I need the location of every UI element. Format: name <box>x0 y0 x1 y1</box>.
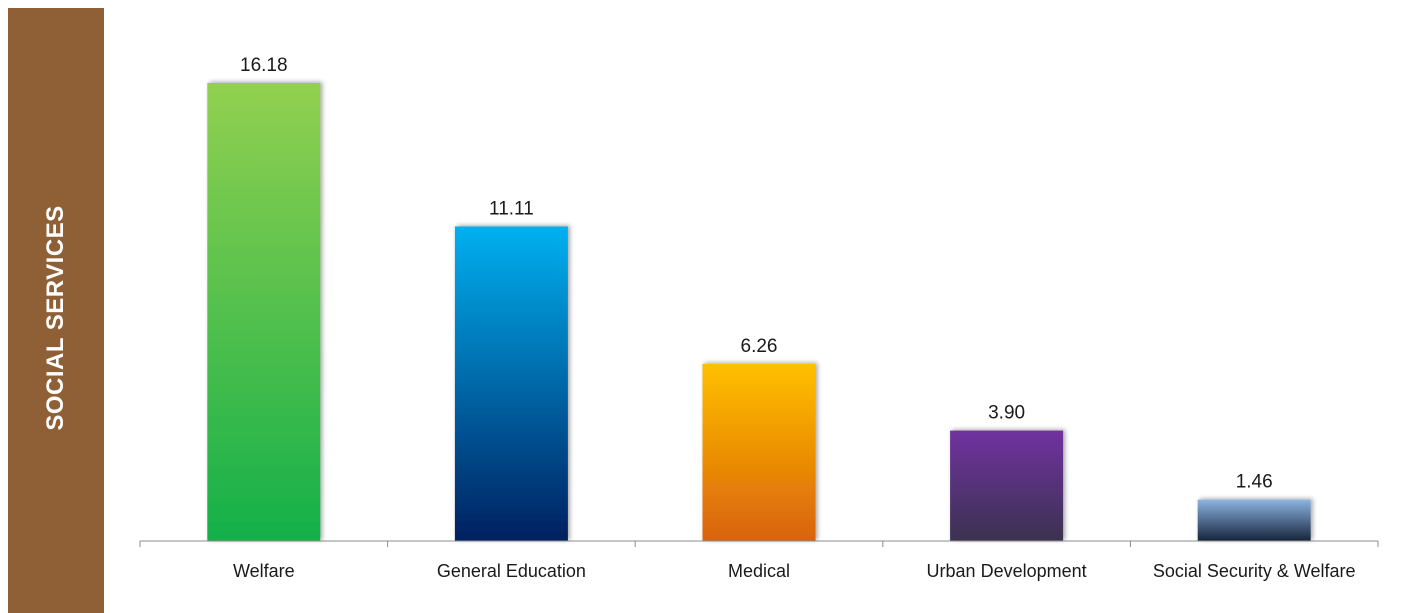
category-tick-label: Welfare <box>233 561 295 581</box>
bar-urban-development <box>950 430 1064 541</box>
data-label: 1.46 <box>1236 472 1273 493</box>
category-tick-label: Social Security & Welfare <box>1153 561 1356 581</box>
bar-general-education <box>454 226 568 541</box>
data-label: 3.90 <box>988 403 1025 424</box>
category-tick-label: General Education <box>437 561 586 581</box>
labels-layer: 16.18 Welfare 11.11 General Education 6.26 Me… <box>233 55 1356 581</box>
category-tick-label: Medical <box>728 561 790 581</box>
data-label: 6.26 <box>741 336 778 357</box>
category-tick-label: Urban Development <box>927 561 1087 581</box>
data-label: 11.11 <box>489 199 534 220</box>
bar-welfare <box>207 83 321 541</box>
bars-layer <box>207 83 1311 541</box>
bar-social-security-welfare <box>1197 499 1311 541</box>
side-title-band <box>8 8 104 613</box>
data-label: 16.18 <box>240 55 288 76</box>
x-axis <box>139 540 1379 547</box>
bar-medical <box>702 363 816 541</box>
